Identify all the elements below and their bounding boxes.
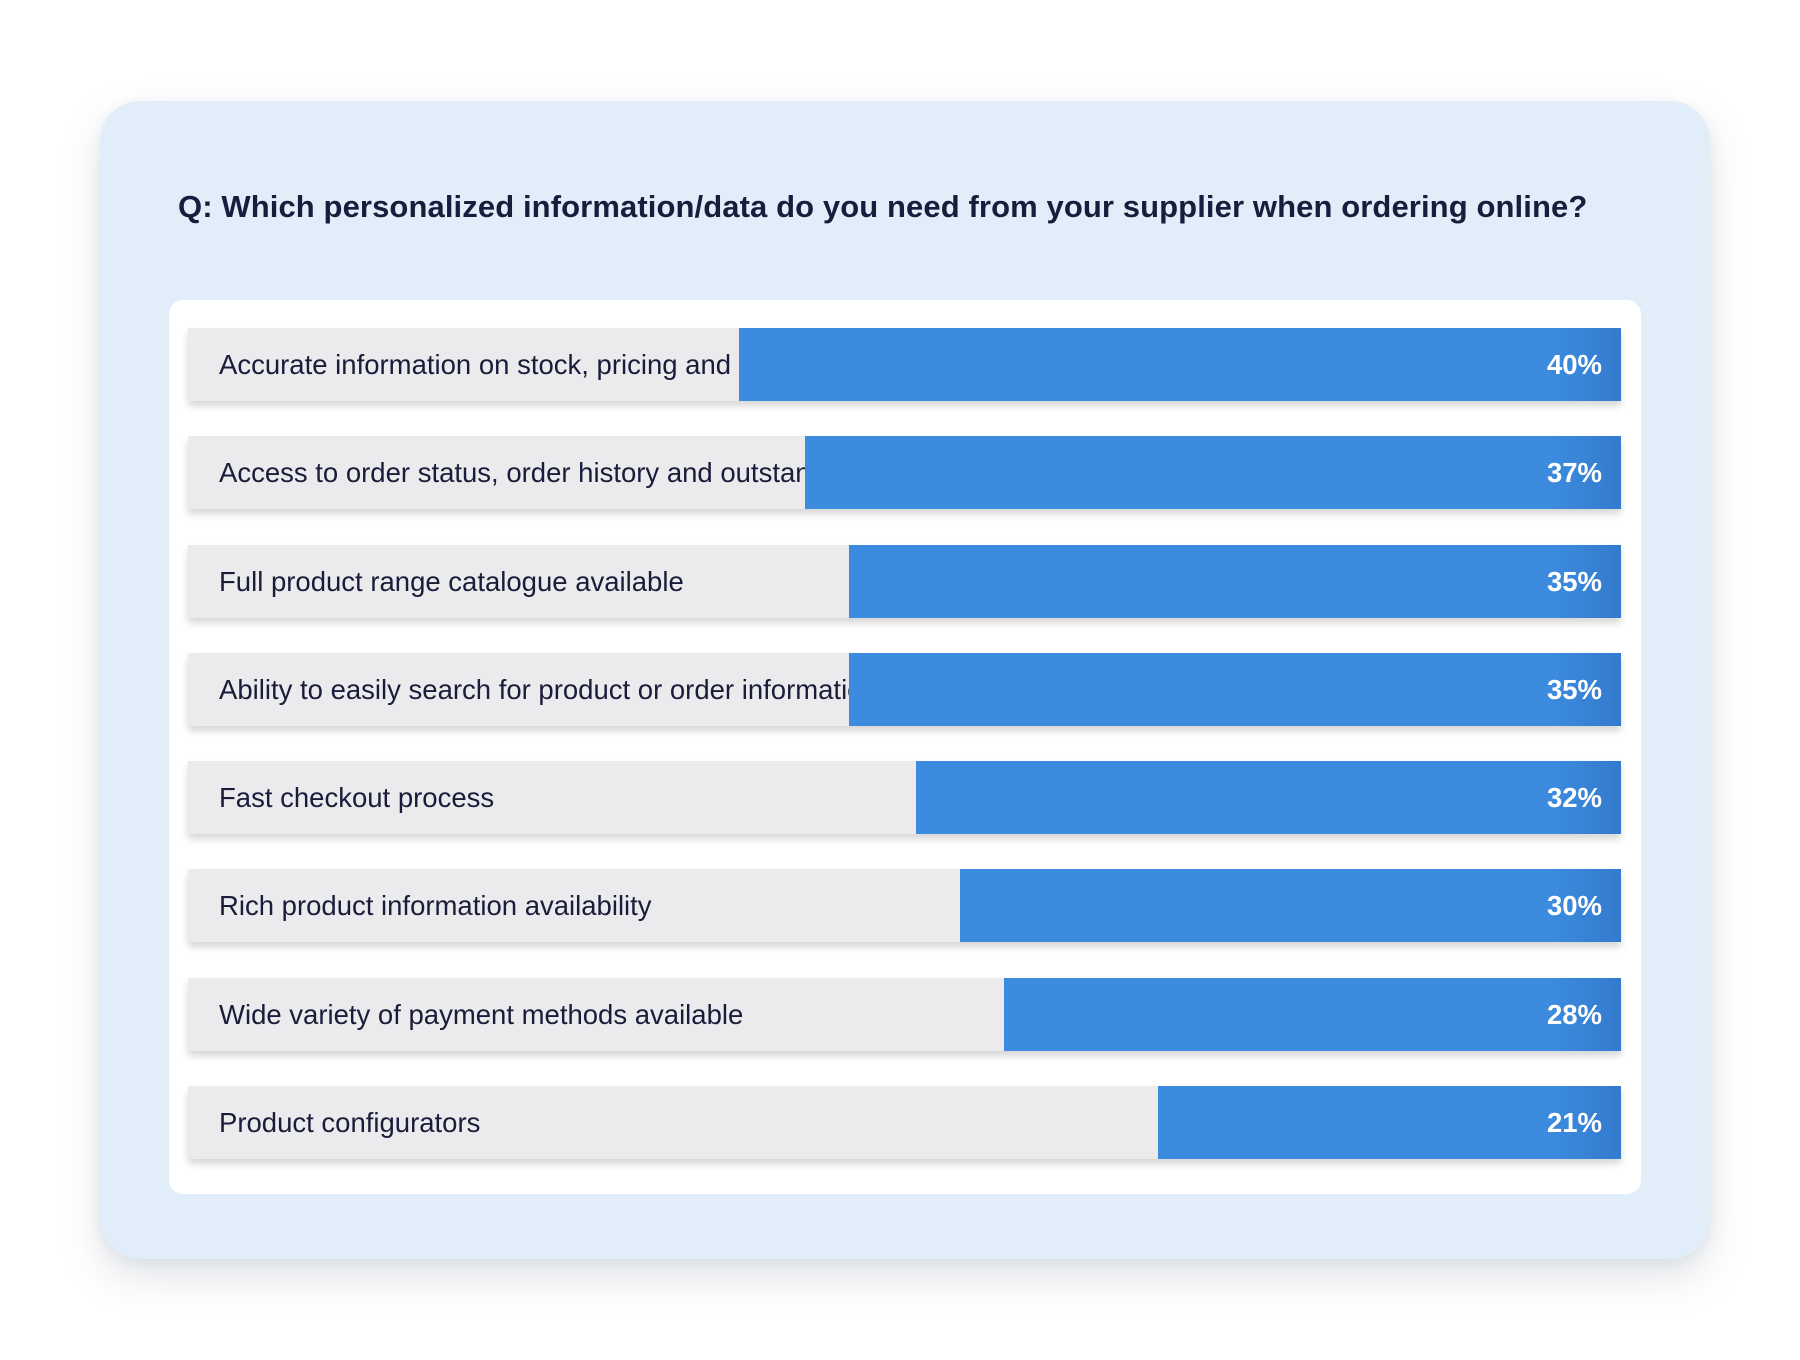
- bar-row: Accurate information on stock, pricing a…: [188, 328, 1621, 401]
- bar-row: Rich product information availability 30%: [188, 869, 1622, 943]
- value-label: 28%: [1546, 998, 1602, 1030]
- value-label: 35%: [1546, 565, 1602, 597]
- value-bar: 21%: [1158, 1086, 1621, 1160]
- value-label: 30%: [1546, 890, 1602, 922]
- bar-row: Wide variety of payment methods availabl…: [188, 977, 1622, 1051]
- value-bar: 37%: [805, 436, 1621, 510]
- bar-row: Full product range catalogue available 35…: [188, 544, 1621, 618]
- bar-rows: Accurate information on stock, pricing a…: [188, 328, 1622, 1160]
- bar-row: Access to order status, order history an…: [188, 436, 1621, 510]
- value-label: 32%: [1546, 782, 1602, 814]
- value-label: 40%: [1546, 349, 1602, 380]
- value-label: 35%: [1546, 673, 1602, 705]
- category-label: Wide variety of payment methods availabl…: [219, 998, 744, 1030]
- value-bar: 35%: [849, 652, 1621, 726]
- category-label: Full product range catalogue available: [219, 565, 684, 597]
- value-bar: 28%: [1003, 977, 1622, 1051]
- chart-panel: Accurate information on stock, pricing a…: [169, 300, 1641, 1194]
- category-label: Rich product information availability: [219, 890, 652, 922]
- value-bar: 35%: [849, 544, 1621, 618]
- bar-row: Product configurators 21%: [188, 1086, 1621, 1160]
- category-label: Ability to easily search for product or …: [219, 673, 878, 705]
- category-label: Product configurators: [219, 1107, 481, 1139]
- chart-title: Q: Which personalized information/data d…: [178, 189, 1588, 224]
- value-label: 37%: [1546, 457, 1602, 489]
- value-bar: 32%: [915, 761, 1622, 835]
- value-bar: 30%: [959, 869, 1622, 943]
- bar-row: Ability to easily search for product or …: [188, 652, 1621, 726]
- chart-card: Q: Which personalized information/data d…: [100, 101, 1710, 1259]
- category-label: Fast checkout process: [219, 782, 495, 814]
- bar-row: Fast checkout process 32%: [188, 761, 1622, 835]
- value-bar: 40%: [739, 328, 1621, 401]
- value-label: 21%: [1546, 1107, 1602, 1139]
